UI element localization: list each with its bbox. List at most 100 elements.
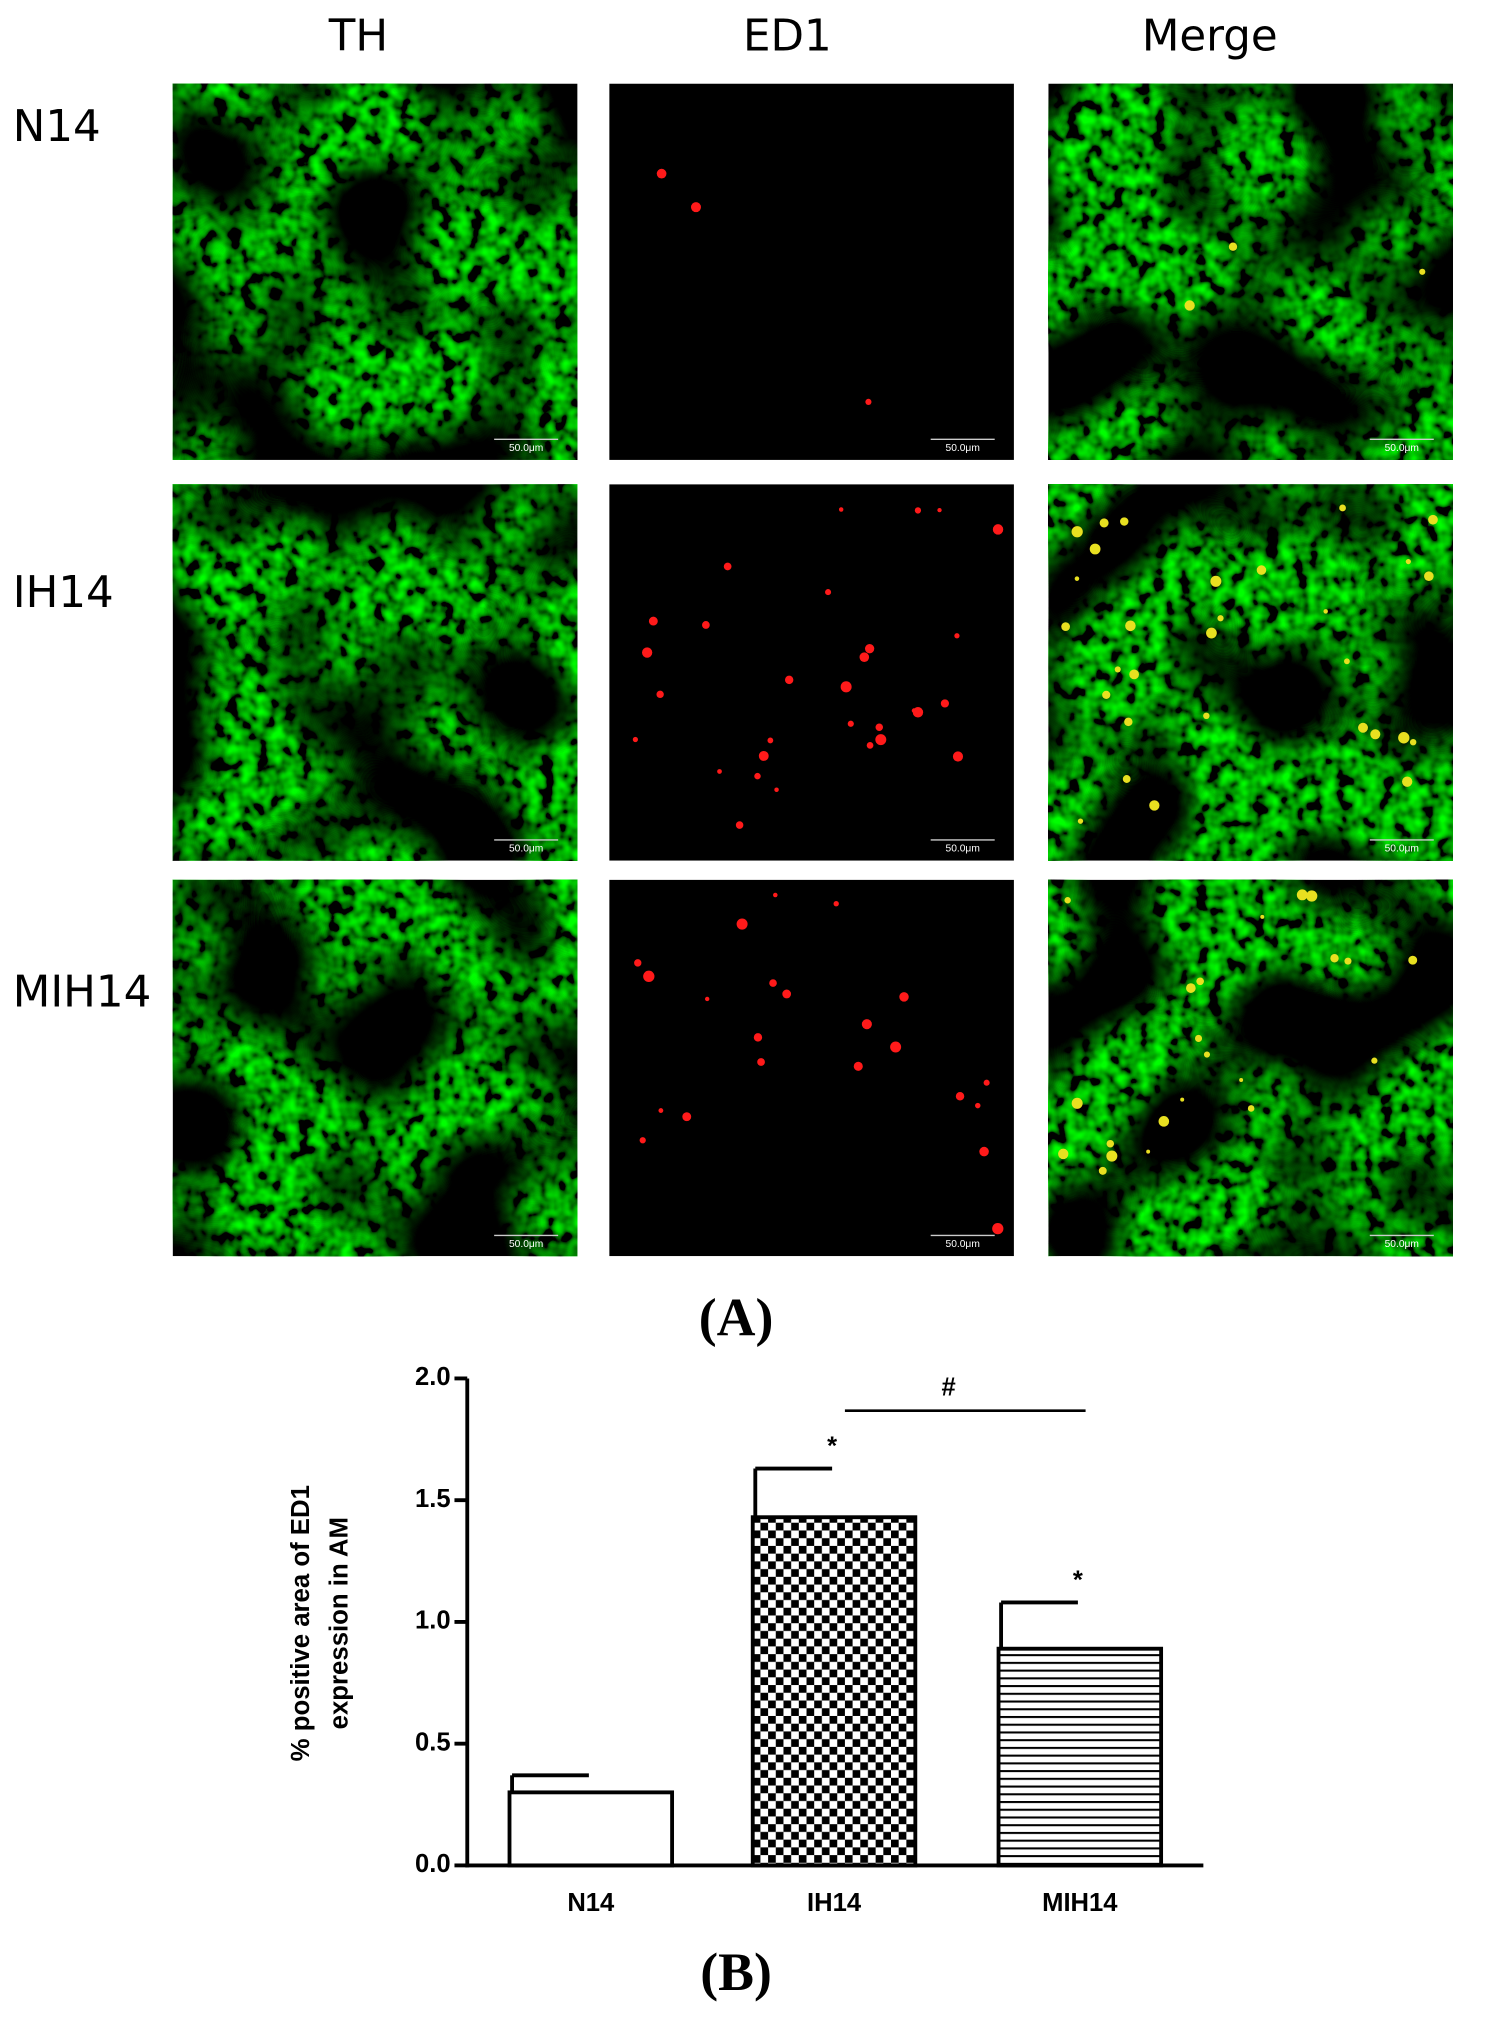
micrograph-texture bbox=[172, 484, 578, 861]
stained-cell bbox=[639, 1137, 646, 1144]
stained-cell bbox=[983, 1079, 990, 1086]
stained-cell bbox=[1330, 954, 1339, 963]
stained-cell bbox=[992, 1222, 1004, 1235]
stained-cell bbox=[875, 734, 887, 746]
y-tick-label: 1.0 bbox=[415, 1607, 451, 1635]
stained-cell bbox=[656, 690, 664, 699]
stained-cell bbox=[784, 675, 794, 685]
micrograph bbox=[609, 83, 1014, 460]
stained-cell bbox=[1424, 571, 1434, 582]
stained-cell bbox=[705, 996, 710, 1002]
bar-chart: 0.0 0.5 1.0 1.5 2.0 % positive area of ED1 exp… bbox=[287, 1363, 1204, 1917]
stained-cell bbox=[1344, 957, 1352, 965]
stained-cell bbox=[1398, 732, 1410, 744]
stained-cell bbox=[875, 723, 883, 732]
stained-cell bbox=[1228, 242, 1238, 251]
stained-cell bbox=[758, 750, 769, 761]
micrograph-texture bbox=[172, 83, 578, 460]
stained-cell bbox=[1074, 576, 1080, 581]
stained-cell bbox=[656, 168, 667, 179]
row-label: N14 bbox=[13, 101, 101, 152]
scale-bar-label: 50.0μm bbox=[1385, 443, 1419, 454]
row-label: MIH14 bbox=[13, 966, 151, 1017]
stained-cell bbox=[859, 652, 870, 662]
scale-bar-label: 50.0μm bbox=[1385, 1239, 1419, 1250]
stained-cell bbox=[1306, 890, 1318, 902]
y-tick-label: 2.0 bbox=[415, 1363, 451, 1391]
stained-cell bbox=[1089, 543, 1101, 555]
stained-cell bbox=[979, 1146, 989, 1157]
stained-cell bbox=[754, 772, 761, 780]
panel-label: (A) bbox=[699, 1287, 774, 1347]
stained-cell bbox=[992, 524, 1004, 535]
scale-bar-label: 50.0μm bbox=[1385, 844, 1419, 855]
stained-cell bbox=[1099, 518, 1109, 528]
stained-cell bbox=[1077, 818, 1084, 824]
stained-cell bbox=[1419, 268, 1426, 275]
stained-cell bbox=[1358, 722, 1368, 733]
stained-cell bbox=[736, 918, 748, 930]
stained-cell bbox=[899, 992, 909, 1002]
row-label: IH14 bbox=[13, 567, 114, 618]
stained-cell bbox=[866, 742, 874, 749]
stained-cell bbox=[1098, 1166, 1107, 1175]
bar bbox=[750, 1515, 918, 1868]
y-axis-title-line: % positive area of ED1 bbox=[287, 1485, 315, 1761]
stained-cell bbox=[955, 1092, 965, 1101]
stained-cell bbox=[767, 737, 774, 744]
y-tick-label: 0.0 bbox=[415, 1850, 451, 1878]
stained-cell bbox=[717, 769, 722, 774]
significance-mark: * bbox=[827, 1433, 837, 1461]
micrograph bbox=[609, 879, 1014, 1257]
stained-cell bbox=[773, 892, 778, 898]
stained-cell bbox=[1058, 1148, 1069, 1160]
y-axis-title-line: expression in AM bbox=[325, 1517, 353, 1729]
scale-bar-label: 50.0μm bbox=[946, 1239, 980, 1250]
stained-cell bbox=[1061, 622, 1070, 632]
stained-cell bbox=[757, 1058, 765, 1066]
scale-bar-label: 50.0μm bbox=[509, 443, 543, 454]
stained-cell bbox=[825, 589, 832, 596]
stained-cell bbox=[1186, 983, 1196, 993]
stained-cell bbox=[723, 562, 732, 571]
stained-cell bbox=[1146, 1149, 1151, 1154]
column-label: ED1 bbox=[743, 11, 832, 62]
stained-cell bbox=[1184, 300, 1195, 311]
stained-cell bbox=[1344, 658, 1350, 665]
stained-cell bbox=[735, 821, 744, 829]
stained-cell bbox=[1206, 627, 1217, 639]
y-tick-label: 0.5 bbox=[415, 1728, 451, 1756]
scale-bar-label: 50.0μm bbox=[509, 844, 543, 855]
scale-bar-label: 50.0μm bbox=[509, 1239, 543, 1250]
stained-cell bbox=[642, 647, 653, 658]
micrograph-texture bbox=[1048, 83, 1453, 460]
stained-cell bbox=[1120, 517, 1129, 526]
stained-cell bbox=[1129, 669, 1139, 680]
x-tick-label: IH14 bbox=[807, 1889, 862, 1917]
stained-cell bbox=[937, 507, 942, 513]
stained-cell bbox=[1210, 575, 1222, 587]
x-tick-label: MIH14 bbox=[1042, 1889, 1118, 1917]
stained-cell bbox=[1114, 666, 1121, 673]
stained-cell bbox=[940, 699, 949, 708]
stained-cell bbox=[1106, 1150, 1118, 1162]
x-tick-label: N14 bbox=[567, 1889, 615, 1917]
stained-cell bbox=[1203, 712, 1210, 720]
stained-cell bbox=[1102, 690, 1111, 700]
stained-cell bbox=[1405, 558, 1411, 565]
stained-cell bbox=[690, 202, 701, 213]
stained-cell bbox=[890, 1041, 902, 1053]
stained-cell bbox=[643, 970, 655, 983]
stained-cell bbox=[1339, 504, 1346, 512]
stained-cell bbox=[975, 1102, 981, 1109]
stained-cell bbox=[1106, 1139, 1115, 1148]
stained-cell bbox=[1260, 914, 1265, 919]
stained-cell bbox=[833, 901, 839, 907]
stained-cell bbox=[1239, 1078, 1244, 1083]
stained-cell bbox=[1256, 565, 1267, 575]
stained-cell bbox=[853, 1061, 863, 1071]
column-label: Merge bbox=[1142, 11, 1278, 62]
stained-cell bbox=[1296, 889, 1308, 901]
stained-cell bbox=[865, 398, 872, 405]
